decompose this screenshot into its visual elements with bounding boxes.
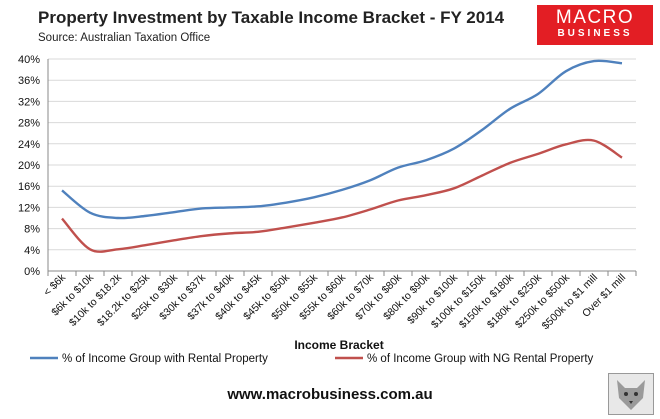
- y-tick-label: 4%: [24, 245, 40, 257]
- y-tick-label: 36%: [18, 75, 40, 87]
- y-tick-label: 16%: [18, 181, 40, 193]
- legend: % of Income Group with Rental Property % …: [30, 353, 594, 365]
- line-chart: 0% 4% 8% 12% 16% 20% 24% 28% 32% 36% 40% < $6k$6k …: [18, 54, 637, 365]
- logo-line-1: MACRO: [555, 7, 635, 28]
- y-tick-label: 32%: [18, 96, 40, 108]
- y-tick-label: 28%: [18, 118, 40, 130]
- x-axis-title: Income Bracket: [294, 338, 383, 352]
- gridlines: [48, 58, 636, 272]
- y-tick-label: 0%: [24, 266, 40, 278]
- website-url: www.macrobusiness.com.au: [227, 386, 433, 403]
- x-axis: < $6k$6k to $10k$10k to $18.2k$18.2k to …: [41, 270, 637, 332]
- series-lines: [61, 59, 623, 253]
- logo-line-2: BUSINESS: [557, 28, 633, 39]
- macrobusiness-logo: MACRO BUSINESS: [537, 5, 653, 45]
- chart-source: Source: Australian Taxation Office: [38, 32, 211, 44]
- y-tick-label: 20%: [18, 160, 40, 172]
- wolf-mascot-icon: [608, 373, 654, 415]
- chart-title: Property Investment by Taxable Income Br…: [38, 8, 505, 27]
- series-line-1: [61, 59, 623, 220]
- y-axis: 0% 4% 8% 12% 16% 20% 24% 28% 32% 36% 40%: [18, 54, 49, 278]
- y-tick-label: 24%: [18, 139, 40, 151]
- y-tick-label: 8%: [24, 224, 40, 236]
- y-tick-label: 12%: [18, 202, 40, 214]
- legend-label: % of Income Group with Rental Property: [62, 353, 268, 365]
- series-line-2: [61, 138, 623, 253]
- y-tick-label: 40%: [18, 54, 40, 66]
- legend-label: % of Income Group with NG Rental Propert…: [367, 353, 594, 365]
